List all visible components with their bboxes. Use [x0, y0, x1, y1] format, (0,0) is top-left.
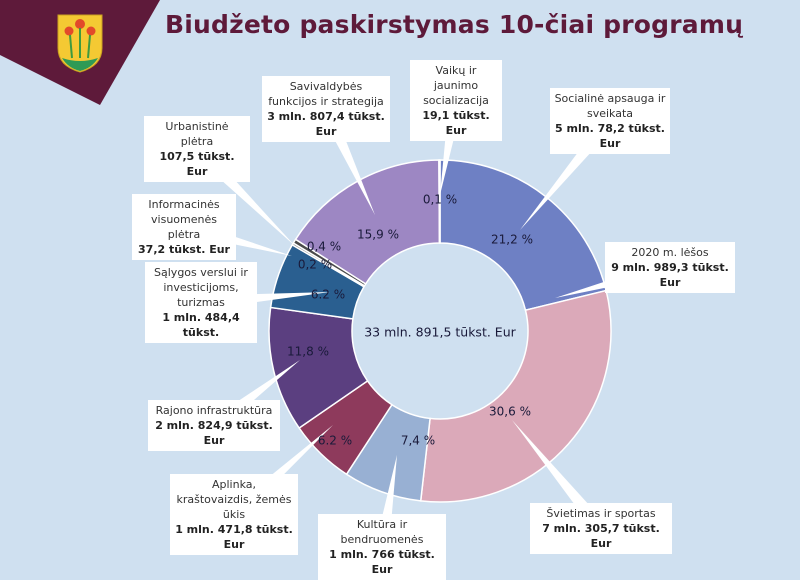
slice-callout: Aplinka, kraštovaizdis, žemės ūkis 1 mln.… — [170, 474, 298, 555]
donut-slice — [438, 159, 441, 244]
callout-name: 2020 m. lėšos — [631, 246, 709, 259]
callout-amount: 37,2 tūkst. Eur — [138, 243, 230, 256]
slice-percent-label: 6.2 % — [311, 288, 345, 302]
slice-percent-label: 11,8 % — [287, 345, 329, 359]
banner — [0, 0, 160, 105]
slice-callout: Informacinės visuomenės plėtra 37,2 tūkst… — [132, 194, 236, 260]
slice-percent-label: 0,2 % — [298, 258, 332, 272]
callout-name: Savivaldybės funkcijos ir strategija — [268, 80, 384, 108]
slice-percent-label: 21,2 % — [491, 233, 533, 247]
slice-callout: Urbanistinė plėtra 107,5 tūkst. Eur — [144, 116, 250, 182]
callout-amount: 1 mln. 766 tūkst. Eur — [329, 548, 435, 576]
callout-name: Socialinė apsauga ir sveikata — [554, 92, 666, 120]
callout-amount: 19,1 tūkst. Eur — [422, 109, 490, 137]
page-title: Biudžeto paskirstymas 10-čiai programų — [165, 10, 744, 39]
callout-name: Švietimas ir sportas — [546, 507, 656, 520]
callout-amount: 3 mln. 807,4 tūkst. Eur — [267, 110, 385, 138]
slice-callout: Švietimas ir sportas 7 mln. 305,7 tūkst. … — [530, 503, 672, 554]
callout-name: Rajono infrastruktūra — [155, 404, 273, 417]
slice-percent-label: 0,4 % — [307, 240, 341, 254]
coat-of-arms-icon — [57, 14, 103, 73]
slice-callout: Vaikų ir jaunimo socializacija 19,1 tūkst… — [410, 60, 502, 141]
callout-name: Informacinės visuomenės plėtra — [148, 198, 220, 241]
slice-callout: Kultūra ir bendruomenės 1 mln. 766 tūkst.… — [318, 514, 446, 580]
callout-amount: 7 mln. 305,7 tūkst. Eur — [542, 522, 660, 550]
slice-percent-label: 7,4 % — [401, 434, 435, 448]
callout-name: Kultūra ir bendruomenės — [340, 518, 424, 546]
slice-percent-label: 6.2 % — [318, 434, 352, 448]
slice-callout: Rajono infrastruktūra 2 mln. 824,9 tūkst.… — [148, 400, 280, 451]
annotation-callout: 2020 m. lėšos 9 mln. 989,3 tūkst. Eur — [605, 242, 735, 293]
slice-callout: Savivaldybės funkcijos ir strategija 3 ml… — [262, 76, 390, 142]
slice-percent-label: 15,9 % — [357, 228, 399, 242]
callout-name: Sąlygos verslui ir investicijoms, turizm… — [154, 266, 248, 309]
callout-name: Vaikų ir jaunimo socializacija — [423, 64, 489, 107]
slice-callout: Sąlygos verslui ir investicijoms, turizm… — [145, 262, 257, 343]
donut-chart: 21,2 % 30,6 % 7,4 % 6.2 % 11,8 % 6.2 % 0,2 % 0,… — [182, 99, 672, 549]
callout-amount: 5 mln. 78,2 tūkst. Eur — [555, 122, 665, 150]
callout-name: Aplinka, kraštovaizdis, žemės ūkis — [176, 478, 292, 521]
callout-name: Urbanistinė plėtra — [165, 120, 229, 148]
slice-callout: Socialinė apsauga ir sveikata 5 mln. 78,2… — [550, 88, 670, 154]
slice-percent-label: 0,1 % — [423, 193, 457, 207]
callout-amount: 9 mln. 989,3 tūkst. Eur — [611, 261, 729, 289]
slice-percent-label: 30,6 % — [489, 405, 531, 419]
donut-slice — [439, 159, 608, 312]
callout-amount: 2 mln. 824,9 tūkst. Eur — [155, 419, 273, 447]
callout-amount: 1 mln. 484,4 tūkst. — [162, 311, 240, 339]
callout-amount: 107,5 tūkst. Eur — [159, 150, 235, 178]
callout-amount: 1 mln. 471,8 tūkst. Eur — [175, 523, 293, 551]
center-total-label: 33 mln. 891,5 tūkst. Eur — [364, 325, 516, 340]
donut-slice — [419, 289, 612, 503]
